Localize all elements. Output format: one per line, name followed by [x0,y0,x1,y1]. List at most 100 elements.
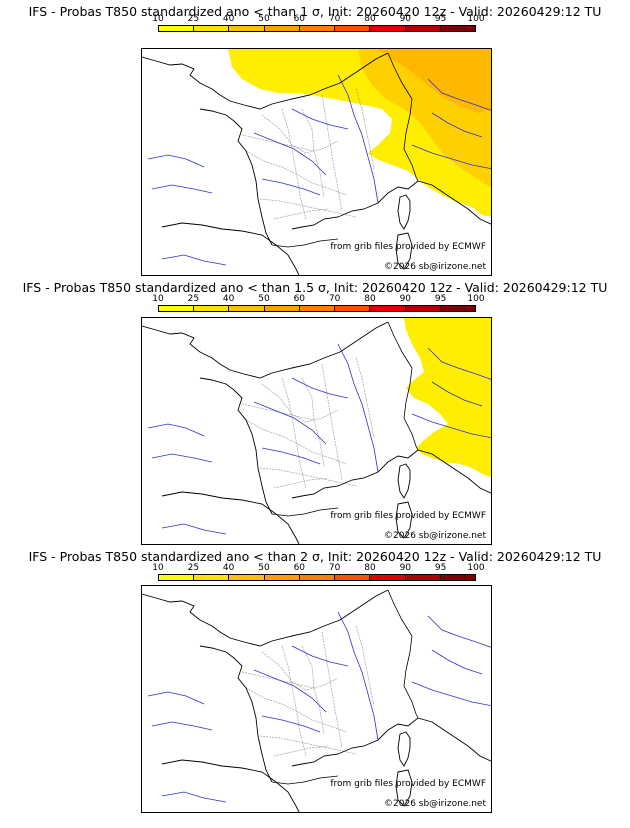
legend-color-swatch [370,575,406,580]
legend-color-swatch [370,306,406,311]
legend-label: 70 [328,563,341,573]
coastline [417,180,491,225]
region-boundary [273,477,329,489]
legend-label: 10 [152,294,164,304]
legend-label: 25 [187,563,200,573]
legend-label: 80 [364,563,376,573]
country-border [271,238,339,248]
color-legend: 10 25 40 50 60 70 80 90 95 100 [152,294,485,312]
legend-color-swatch [405,306,441,311]
legend-color-swatch [405,575,441,580]
legend-color-bar [158,574,476,581]
coastline [161,759,300,812]
region-boundary [259,467,357,487]
legend-label: 80 [364,294,376,304]
region-boundary [281,108,307,220]
legend-label: 70 [328,294,341,304]
river-line [411,681,491,707]
sardinia-outline [395,501,413,539]
legend-label: 60 [293,14,306,24]
legend-label: 100 [467,294,485,304]
corsica-outline [397,463,411,499]
river-line [161,254,227,266]
probability-map: from grib files provided by ECMWF ©2026 … [141,317,492,545]
color-legend: 10 25 40 50 60 70 80 90 95 100 [152,563,485,581]
map-drawing [142,589,491,812]
legend-label: 100 [467,14,485,24]
region-boundary [245,419,347,465]
legend-color-swatch [264,26,300,31]
legend-color-swatch [194,26,230,31]
legend-color-swatch [370,26,406,31]
legend-label: 60 [293,294,306,304]
legend-label: 80 [364,14,376,24]
region-boundary [273,745,329,757]
river-line [291,377,349,399]
country-border [387,52,419,182]
legend-label: 90 [399,294,412,304]
legend-label: 10 [152,563,164,573]
legend-label: 50 [258,563,270,573]
copyright-credit: ©2026 sb@irizone.net [384,262,486,272]
region-boundary [281,645,307,757]
river-line [291,108,349,130]
legend-label: 90 [399,14,412,24]
legend-color-swatch [405,26,441,31]
river-line [253,669,327,713]
river-line [261,715,321,733]
copyright-credit: ©2026 sb@irizone.net [384,531,486,541]
probability-area [404,318,491,478]
coastline [199,645,273,783]
probability-map: from grib files provided by ECMWF ©2026 … [141,48,492,276]
legend-label: 100 [467,563,485,573]
legend-color-swatch [440,306,475,311]
coastline [291,449,419,499]
color-legend: 10 25 40 50 60 70 80 90 95 100 [152,14,485,32]
legend-color-swatch [194,575,230,580]
country-border [387,589,419,719]
map-panel-1: IFS - Probas T850 standardized ano < tha… [0,0,630,276]
coastline [291,180,419,230]
region-boundary [281,377,307,489]
river-line [411,413,491,439]
data-source-credit: from grib files provided by ECMWF [330,779,486,789]
probability-area [378,49,491,113]
river-line [337,74,379,204]
legend-color-swatch [335,575,371,580]
legend-color-swatch [440,26,475,31]
region-boundary [355,357,375,439]
river-line [161,523,227,535]
river-line [147,691,205,705]
river-line [427,615,491,648]
region-boundary [259,198,357,218]
legend-label: 70 [328,14,341,24]
country-border [271,507,339,517]
legend-color-bar [158,25,476,32]
region-boundary [355,625,375,707]
coastline [199,108,273,246]
coastline [142,321,389,379]
coastline [142,589,389,647]
region-boundary [245,150,347,196]
legend-label: 50 [258,14,270,24]
map-panel-3: IFS - Probas T850 standardized ano < tha… [0,540,630,816]
legend-color-swatch [229,26,265,31]
legend-color-swatch [159,26,195,31]
legend-label: 40 [222,563,235,573]
region-boundary [245,687,347,733]
coastline [417,717,491,762]
river-line [151,721,213,731]
region-boundary [355,88,375,170]
river-line [261,447,321,465]
legend-color-swatch [299,26,336,31]
river-line [147,154,205,168]
sardinia-outline [395,232,413,270]
panel-title: IFS - Probas T850 standardized ano < tha… [28,4,602,19]
river-line [431,381,483,407]
region-boundary [321,94,343,212]
river-line [253,401,327,445]
coastline [161,491,300,544]
coastline [199,377,273,515]
legend-color-swatch [335,306,371,311]
legend-color-bar [158,305,476,312]
